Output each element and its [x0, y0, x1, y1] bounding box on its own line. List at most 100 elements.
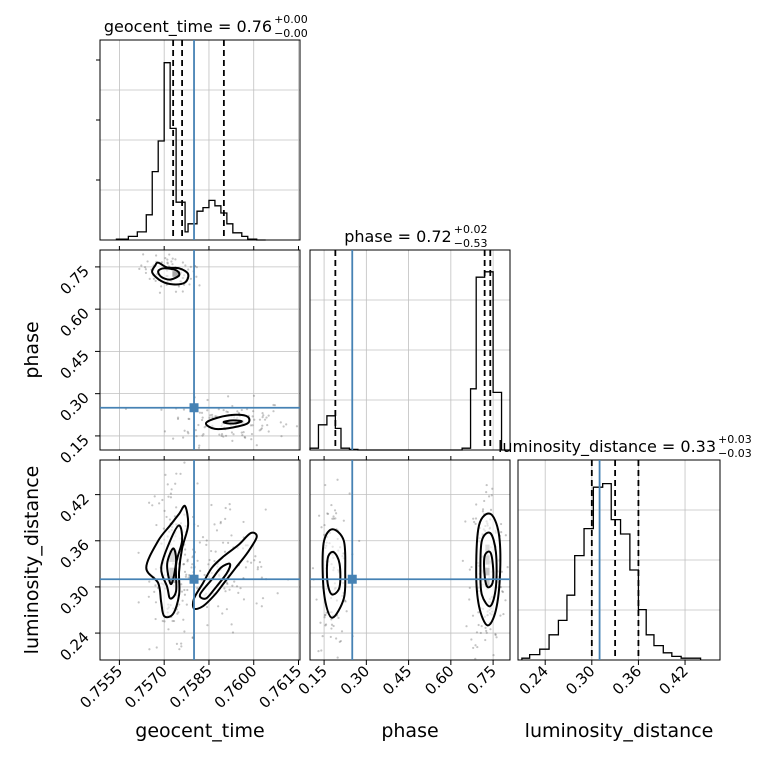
sample-point [343, 599, 347, 602]
sample-point [206, 624, 209, 627]
sample-point [166, 483, 169, 486]
sample-point [160, 408, 163, 411]
sample-point [239, 587, 242, 590]
sample-point [253, 559, 256, 562]
hist-panel-phase [309, 249, 511, 451]
sample-point [335, 512, 338, 515]
sample-point [504, 599, 507, 602]
ytick-label-luminosity_distance: 0.30 [56, 582, 92, 618]
sample-point [168, 518, 172, 521]
sample-point [206, 398, 209, 402]
sample-point [232, 433, 235, 436]
sample-point [176, 612, 179, 615]
sample-point [324, 483, 327, 487]
panel-title-phase: phase = 0.72 +0.02−0.53 [344, 223, 487, 250]
sample-point [260, 605, 263, 608]
sample-point [249, 424, 253, 427]
sample-point [502, 612, 505, 616]
xtick-label-phase: 0.15 [295, 662, 331, 698]
sample-point [326, 512, 330, 516]
ytick-label-phase: 0.75 [56, 262, 92, 298]
y-axis-label-phase: phase [21, 321, 43, 378]
sample-point [174, 482, 177, 485]
sample-point [250, 438, 253, 441]
sample-point [186, 588, 189, 592]
sample-point [251, 415, 254, 418]
sample-point [253, 418, 256, 421]
sample-point [336, 656, 339, 659]
xtick-label-phase: 0.45 [379, 662, 415, 698]
scatter-panel-luminosity_distance_vs_phase-frame [309, 459, 511, 661]
xtick-label-phase: 0.75 [464, 662, 500, 698]
sample-point [468, 586, 471, 589]
hist-panel-geocent_time-frame [99, 39, 301, 241]
sample-point [206, 409, 209, 412]
x-axis-label-luminosity_distance: luminosity_distance [525, 720, 714, 742]
sample-point [258, 418, 262, 421]
sample-point [188, 417, 191, 421]
sample-point [158, 291, 162, 294]
sample-point [175, 642, 179, 645]
sample-point [182, 563, 185, 566]
sample-point [154, 584, 157, 587]
sample-point [323, 533, 326, 537]
sample-point [201, 536, 205, 539]
xtick-label-phase: 0.30 [337, 662, 373, 698]
sample-point [236, 410, 239, 413]
sample-point [179, 472, 182, 475]
sample-point [331, 517, 334, 520]
sample-point [164, 473, 167, 477]
sample-point [499, 614, 502, 617]
sample-point [205, 539, 208, 542]
scatter-panel-luminosity_distance_vs_geocent_time-content [100, 460, 300, 676]
sample-point [177, 611, 180, 614]
sample-point [174, 290, 178, 293]
sample-point [225, 410, 228, 413]
hist-panel-geocent_time [99, 39, 301, 241]
sample-point [323, 523, 326, 527]
sample-point [169, 496, 173, 499]
sample-point [221, 674, 223, 676]
sample-point [342, 519, 345, 522]
sample-point [242, 520, 245, 524]
sample-point [183, 461, 186, 464]
sample-point [338, 640, 341, 643]
sample-point [182, 618, 185, 621]
sample-point [244, 566, 248, 569]
sample-point [264, 508, 267, 511]
sample-point [167, 628, 170, 631]
sample-point [471, 614, 475, 617]
sample-point [146, 260, 149, 263]
sample-point [224, 517, 227, 520]
sample-point [499, 522, 503, 526]
sample-point [172, 437, 175, 440]
sample-point [237, 411, 240, 415]
sample-point [180, 590, 184, 593]
sample-point [222, 409, 225, 412]
sample-point [188, 283, 191, 286]
sample-point [191, 563, 194, 566]
xtick-label-luminosity_distance: 0.30 [562, 662, 598, 698]
sample-point [295, 425, 299, 428]
sample-point [144, 268, 147, 271]
sample-point [137, 551, 140, 554]
sample-point [282, 425, 285, 428]
sample-point [504, 534, 507, 537]
hist-panel-luminosity_distance [517, 459, 721, 661]
sample-point [195, 266, 198, 269]
sample-point [318, 514, 321, 517]
sample-point [358, 539, 361, 543]
sample-point [187, 576, 190, 579]
sample-point [501, 590, 505, 594]
sample-point [229, 508, 232, 511]
panel-title-minus: −0.00 [274, 27, 308, 40]
sample-point [494, 633, 497, 637]
histogram-geocent_time [115, 62, 266, 241]
sample-point [230, 623, 233, 626]
sample-point [481, 508, 485, 511]
sample-point [224, 434, 228, 437]
truth-marker [347, 574, 357, 584]
contour-inner [166, 547, 178, 586]
sample-point [489, 659, 492, 660]
sample-point [198, 541, 201, 544]
